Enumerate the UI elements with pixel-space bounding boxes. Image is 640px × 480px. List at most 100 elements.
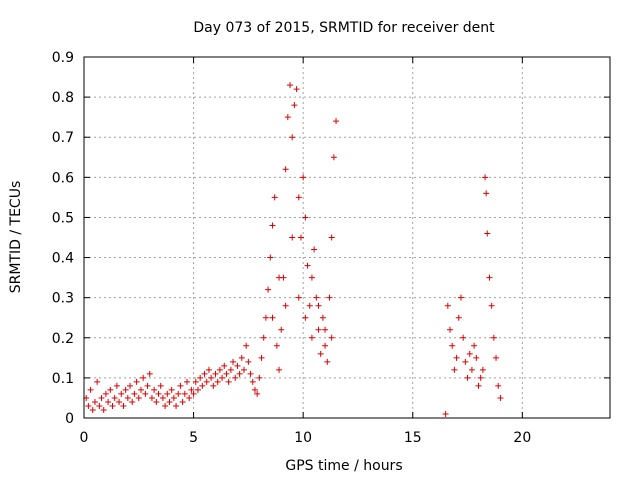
data-point [162,402,169,409]
data-point [113,382,120,389]
data-point [223,370,230,377]
data-point [177,382,184,389]
data-point [293,86,300,93]
y-tick-label: 0.4 [52,251,74,267]
data-point [212,370,219,377]
data-point [269,314,276,321]
data-point [302,314,309,321]
data-point [247,370,254,377]
data-point [210,382,217,389]
data-point [236,370,243,377]
x-axis-label: GPS time / hours [285,458,402,474]
data-point [188,386,195,393]
data-point [221,362,228,369]
data-point [91,398,98,405]
data-point [251,386,258,393]
data-point [179,398,186,405]
data-point [306,302,313,309]
data-point [122,386,129,393]
axis-ticks: 0 0.1 0.2 0.3 0.4 0.5 0.6 0.7 0.8 0.9 0 5 10 15 20 [52,50,610,446]
data-point [315,326,322,333]
data-point [142,390,149,397]
data-point [451,366,458,373]
data-point [493,354,500,361]
data-point [197,374,204,381]
data-point [166,398,173,405]
data-point [477,374,484,381]
data-point [317,350,324,357]
data-point [190,390,197,397]
grid-lines [84,57,610,418]
data-point [230,358,237,365]
data-point [120,402,127,409]
data-point [460,334,467,341]
y-tick-label: 0.8 [52,90,74,106]
data-point [100,406,107,413]
data-point [287,82,294,89]
data-point [256,374,263,381]
data-point [295,294,302,301]
data-point [291,102,298,109]
data-point [87,386,94,393]
y-tick-label: 0.9 [52,50,74,66]
data-point [444,302,451,309]
data-point [203,378,210,385]
data-point [497,394,504,401]
data-point [173,402,180,409]
data-point [192,378,199,385]
data-point [199,382,206,389]
y-axis-label: SRMTID / TECUs [8,181,24,294]
data-point [194,386,201,393]
data-point [225,378,232,385]
data-point [105,398,112,405]
data-point [146,370,153,377]
data-point [326,294,333,301]
data-point [442,410,449,417]
x-tick-label: 0 [80,430,89,446]
data-point [124,394,131,401]
data-point [282,302,289,309]
data-point [107,386,114,393]
data-point [157,382,164,389]
data-point [295,194,302,201]
data-point [240,366,247,373]
data-point [245,358,252,365]
data-point [219,374,226,381]
plot-frame [83,56,611,419]
data-point [308,334,315,341]
data-point [462,358,469,365]
data-point [490,334,497,341]
data-point [313,294,320,301]
data-point [278,326,285,333]
data-point [276,274,283,281]
data-point [315,302,322,309]
data-point [129,398,136,405]
data-point [148,394,155,401]
data-point [205,366,212,373]
data-point [144,382,151,389]
data-point [184,378,191,385]
data-point [151,386,158,393]
data-point [116,398,123,405]
y-tick-label: 0.5 [52,210,74,226]
data-point [135,394,142,401]
data-point [262,314,269,321]
data-point [186,394,193,401]
data-point [473,354,480,361]
x-tick-label: 15 [404,430,422,446]
data-point [216,366,223,373]
data-point [164,390,171,397]
data-point [308,274,315,281]
data-point [168,386,175,393]
data-point [181,390,188,397]
data-point [109,402,116,409]
data-point [96,402,103,409]
data-point [284,114,291,121]
data-point [254,390,261,397]
data-point [271,194,278,201]
data-point [453,354,460,361]
data-point [328,334,335,341]
data-point [449,342,456,349]
data-point [484,230,491,237]
